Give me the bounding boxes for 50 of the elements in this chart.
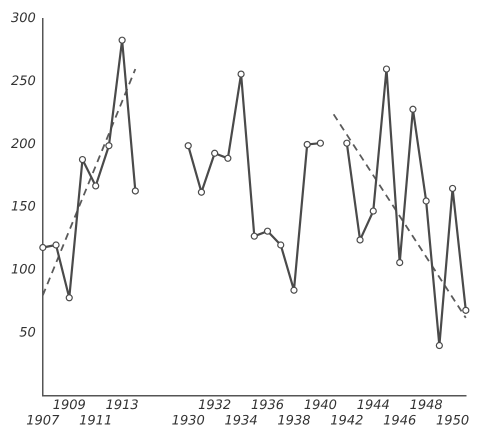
point — [277, 241, 284, 249]
x-tick-label: 1907 — [26, 414, 60, 429]
point — [184, 142, 192, 150]
x-tick-label: 1934 — [224, 414, 258, 429]
point — [264, 228, 272, 235]
point — [462, 306, 470, 314]
point — [422, 197, 430, 205]
point — [211, 150, 218, 157]
y-tick-label: 300 — [10, 11, 36, 26]
point — [78, 156, 86, 164]
point — [343, 140, 350, 147]
point — [39, 244, 46, 252]
x-tick-label: 1948 — [410, 398, 443, 413]
x-tick-label: 1940 — [304, 398, 337, 413]
point — [250, 232, 258, 240]
point — [448, 184, 456, 192]
x-tick-label: 1911 — [79, 414, 112, 429]
point — [105, 142, 113, 150]
point — [118, 36, 126, 44]
x-tick-label: 1936 — [250, 398, 284, 413]
point — [66, 294, 73, 302]
x-tick-label: 1909 — [52, 398, 86, 413]
x-tick-label: 1930 — [172, 414, 205, 429]
x-tick-label: 1913 — [106, 398, 139, 413]
point — [92, 182, 100, 190]
point — [316, 140, 324, 147]
x-tick-label: 1938 — [277, 414, 311, 429]
point — [237, 70, 245, 78]
x-tick-label: 1944 — [356, 398, 390, 413]
point — [396, 258, 404, 266]
point — [436, 342, 443, 350]
y-tick-label: 150 — [10, 200, 36, 215]
point — [382, 65, 390, 73]
point — [290, 286, 298, 294]
x-tick-label: 1942 — [330, 414, 364, 429]
x-tick-label: 1950 — [436, 414, 470, 429]
x-tick-label: 1932 — [198, 398, 232, 413]
x-tick-label: 1946 — [383, 414, 416, 429]
point — [356, 236, 364, 244]
point — [409, 106, 417, 113]
point — [370, 207, 377, 215]
point — [52, 241, 60, 249]
point — [304, 140, 311, 148]
y-tick-label: 100 — [10, 262, 36, 278]
y-tick-label: 50 — [19, 325, 36, 340]
point — [132, 187, 139, 195]
point — [224, 154, 232, 162]
y-tick-label: 250 — [10, 74, 36, 90]
y-tick-label: 200 — [10, 136, 36, 152]
point — [198, 188, 206, 196]
